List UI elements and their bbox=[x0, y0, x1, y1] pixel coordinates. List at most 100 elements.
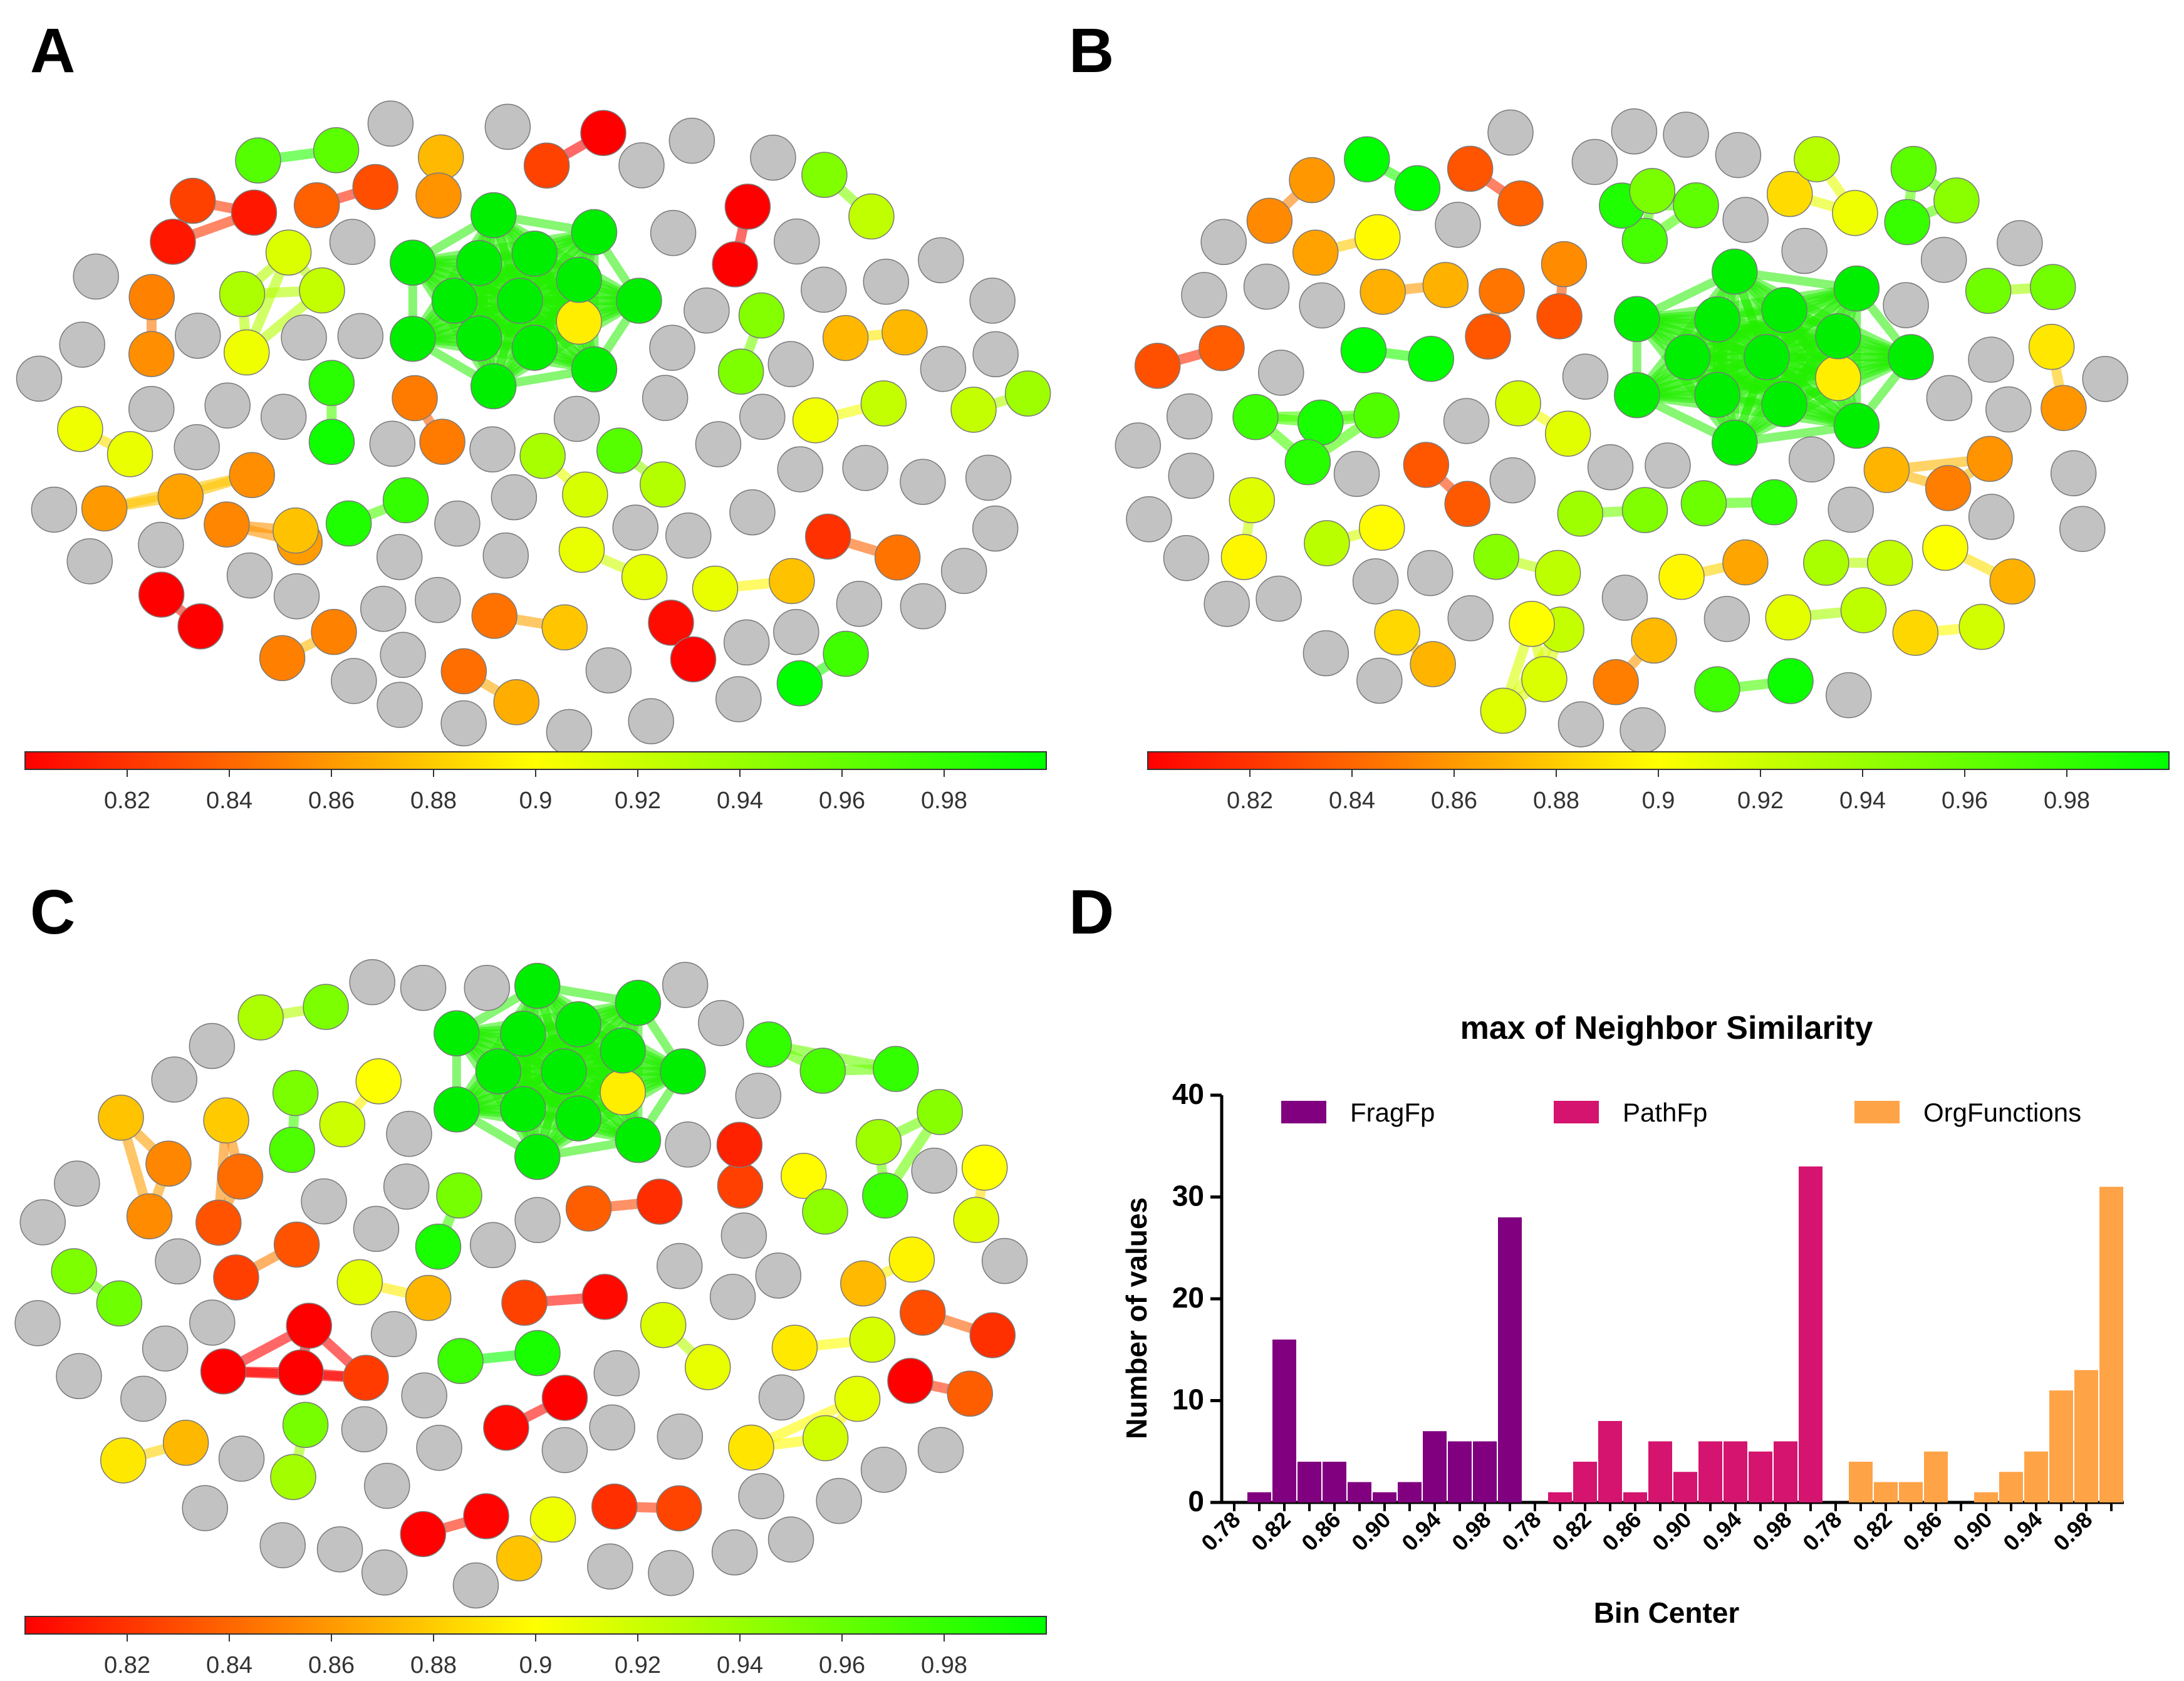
similarity-node bbox=[1629, 168, 1676, 214]
colorbar-tick-label: 0.82 bbox=[104, 788, 150, 814]
similarity-node bbox=[640, 461, 686, 507]
singleton-node bbox=[1985, 386, 2032, 433]
similarity-node bbox=[1803, 539, 1849, 586]
singleton-node bbox=[469, 1222, 516, 1268]
cluster-node bbox=[1694, 372, 1740, 418]
singleton-node bbox=[189, 1299, 236, 1346]
singleton-node bbox=[738, 1473, 784, 1519]
singleton-node bbox=[1435, 202, 1481, 248]
panel-letter-c: C bbox=[30, 877, 75, 947]
histogram-bar-fragfp bbox=[1423, 1431, 1447, 1502]
singleton-node bbox=[2059, 506, 2106, 553]
colorbar-tick-label: 0.84 bbox=[1329, 788, 1375, 814]
histogram-xtick-label: 0.94 bbox=[1697, 1507, 1747, 1556]
similarity-node bbox=[769, 558, 815, 605]
singleton-node bbox=[1163, 534, 1210, 581]
similarity-node bbox=[382, 477, 429, 524]
histogram-bar-fragfp bbox=[1272, 1340, 1296, 1502]
singleton-node bbox=[900, 583, 947, 630]
singleton-node bbox=[1168, 452, 1215, 499]
histogram-xtick-label: 0.86 bbox=[1898, 1507, 1947, 1556]
similarity-node bbox=[1765, 594, 1812, 641]
similarity-node bbox=[1890, 145, 1937, 192]
cluster-node bbox=[511, 231, 558, 277]
similarity-node bbox=[581, 1274, 628, 1320]
similarity-node bbox=[541, 604, 588, 651]
net-c-nodes bbox=[14, 959, 1028, 1609]
histogram-bar-pathfp bbox=[1698, 1441, 1722, 1502]
singleton-node bbox=[19, 1199, 66, 1246]
similarity-node bbox=[899, 1289, 946, 1336]
cluster-node bbox=[556, 298, 602, 345]
cluster-node bbox=[475, 1048, 522, 1095]
similarity-node bbox=[834, 1375, 881, 1422]
similarity-node bbox=[1832, 190, 1878, 236]
singleton-node bbox=[401, 1372, 447, 1418]
similarity-node bbox=[493, 679, 540, 726]
singleton-node bbox=[642, 375, 689, 421]
singleton-node bbox=[281, 314, 327, 361]
singleton-node bbox=[1243, 263, 1290, 310]
singleton-node bbox=[1115, 422, 1162, 469]
similarity-node bbox=[269, 1127, 315, 1174]
singleton-node bbox=[440, 700, 487, 747]
cluster-node bbox=[1833, 265, 1880, 312]
similarity-node bbox=[440, 648, 487, 695]
similarity-node bbox=[712, 241, 758, 288]
similarity-node bbox=[231, 189, 278, 236]
singleton-node bbox=[541, 1427, 588, 1474]
similarity-node bbox=[1304, 520, 1350, 566]
singleton-node bbox=[695, 421, 742, 467]
panel-letter-a: A bbox=[30, 16, 75, 86]
similarity-node bbox=[128, 331, 175, 377]
singleton-node bbox=[739, 393, 786, 440]
similarity-node bbox=[107, 431, 153, 477]
colorbar-tick-label: 0.9 bbox=[1642, 788, 1675, 814]
similarity-node bbox=[415, 172, 462, 219]
legend-label-pathfp: PathFp bbox=[1623, 1098, 1707, 1127]
similarity-node bbox=[580, 110, 627, 157]
similarity-node bbox=[325, 500, 372, 547]
similarity-node bbox=[802, 1415, 849, 1462]
cluster-node bbox=[434, 1010, 480, 1057]
singleton-node bbox=[14, 1300, 61, 1346]
colorbar-tick-label: 0.9 bbox=[519, 1652, 553, 1678]
similarity-node bbox=[640, 1302, 687, 1348]
histogram-ytick-label: 20 bbox=[1172, 1281, 1204, 1314]
similarity-node bbox=[1989, 558, 2036, 605]
similarity-node bbox=[917, 1089, 963, 1135]
similarity-node bbox=[1658, 553, 1705, 600]
cluster-node bbox=[1744, 334, 1790, 380]
histogram-xtick-label: 0.98 bbox=[1447, 1507, 1496, 1556]
similarity-node bbox=[1289, 157, 1335, 204]
singleton-node bbox=[337, 313, 384, 360]
similarity-node bbox=[1403, 442, 1450, 488]
singleton-node bbox=[593, 1350, 640, 1397]
histogram-xtick-label: 0.86 bbox=[1296, 1507, 1346, 1556]
cluster-node bbox=[1712, 248, 1758, 295]
singleton-node bbox=[842, 445, 888, 491]
singleton-node bbox=[836, 581, 883, 627]
singleton-node bbox=[553, 395, 600, 442]
singleton-node bbox=[628, 698, 674, 744]
similarity-node bbox=[336, 1259, 383, 1306]
similarity-node bbox=[405, 1274, 452, 1321]
similarity-node bbox=[596, 427, 643, 474]
histogram-xtick-label: 0.90 bbox=[1346, 1507, 1396, 1556]
similarity-node bbox=[1199, 325, 1245, 372]
similarity-node bbox=[1447, 145, 1494, 192]
colorbar-tick-label: 0.88 bbox=[1533, 788, 1579, 814]
similarity-node bbox=[947, 1370, 994, 1417]
cluster-node bbox=[470, 192, 517, 239]
colorbar-tick-label: 0.98 bbox=[2044, 788, 2090, 814]
singleton-node bbox=[452, 1562, 499, 1609]
colorbar-a-gradient bbox=[24, 751, 1047, 770]
singleton-node bbox=[1200, 219, 1247, 265]
legend-label-fragfp: FragFp bbox=[1350, 1098, 1435, 1127]
similarity-node bbox=[541, 1375, 588, 1421]
singleton-node bbox=[657, 1413, 704, 1460]
similarity-node bbox=[259, 635, 306, 682]
histogram-xlabel: Bin Center bbox=[1594, 1596, 1740, 1629]
similarity-node bbox=[203, 1097, 249, 1144]
legend-swatch-orgfunctions bbox=[1854, 1101, 1900, 1123]
